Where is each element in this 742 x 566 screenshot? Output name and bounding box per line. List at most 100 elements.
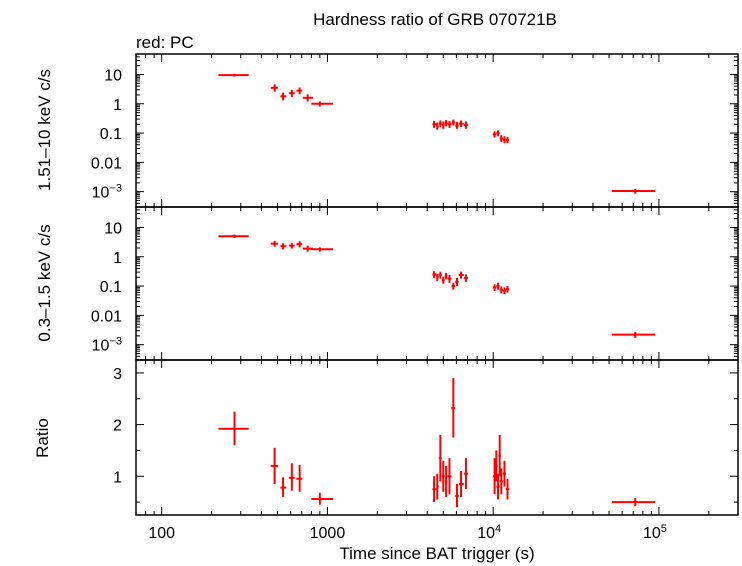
data-point xyxy=(441,460,445,492)
y-tick-label: 1 xyxy=(113,250,122,267)
panel-middle-frame xyxy=(135,206,739,361)
data-point xyxy=(611,497,656,507)
x-tick-label: 100 xyxy=(148,525,175,542)
data-point xyxy=(270,240,279,247)
data-point xyxy=(444,272,448,280)
data-point xyxy=(458,271,464,279)
data-point xyxy=(494,450,498,482)
data-point xyxy=(288,89,295,98)
data-point xyxy=(441,121,445,129)
bottom-ticks: 3 2 1 xyxy=(113,360,739,515)
y-tick-label: 10−3 xyxy=(92,336,122,355)
y-tick-label: 0.01 xyxy=(91,308,122,325)
data-point xyxy=(438,120,442,128)
data-point xyxy=(280,243,287,250)
data-point xyxy=(499,468,503,495)
chart-title: Hardness ratio of GRB 070721B xyxy=(313,10,557,29)
top-data-points xyxy=(218,73,656,194)
data-point xyxy=(432,476,437,503)
data-point xyxy=(270,447,279,484)
data-point xyxy=(296,464,303,492)
data-point xyxy=(451,119,456,126)
middle-data-points xyxy=(218,234,656,338)
data-point xyxy=(311,492,333,505)
data-point xyxy=(218,73,249,77)
data-point xyxy=(496,473,500,500)
data-point xyxy=(458,471,464,497)
top-ticks: 10 1 0.1 0.01 10−3 xyxy=(91,53,739,208)
data-point xyxy=(438,434,442,482)
data-point xyxy=(436,273,439,281)
data-point xyxy=(447,274,452,283)
data-point xyxy=(280,477,287,497)
y-tick-label: 0.1 xyxy=(100,126,122,143)
data-point xyxy=(438,271,442,279)
data-point xyxy=(505,286,510,293)
data-point xyxy=(458,120,464,128)
x-axis-label: Time since BAT trigger (s) xyxy=(339,544,534,563)
y-tick-label: 10−3 xyxy=(92,183,122,202)
middle-ticks: 10 1 0.1 0.01 10−3 xyxy=(91,206,739,361)
y-tick-label: 0.1 xyxy=(100,279,122,296)
data-point xyxy=(502,287,506,295)
data-point xyxy=(288,242,295,249)
y-tick-label: 10 xyxy=(104,220,122,237)
data-point xyxy=(432,120,437,128)
x-tick-label: 104 xyxy=(477,523,501,542)
data-point xyxy=(432,271,437,278)
mode-label: red: PC xyxy=(136,33,194,52)
data-point xyxy=(447,120,452,128)
data-point xyxy=(436,122,439,130)
data-point xyxy=(492,131,497,138)
data-point xyxy=(463,458,469,490)
panel-top: 1.51–10 keV c/s 10 1 0.1 0.01 10−3 xyxy=(35,53,739,208)
data-point xyxy=(502,460,506,487)
y-tick-label: 2 xyxy=(113,418,122,435)
top-ylabel: 1.51–10 keV c/s xyxy=(35,69,54,191)
data-point xyxy=(436,473,439,500)
data-point xyxy=(498,434,502,477)
data-point xyxy=(496,130,500,137)
bottom-data-points xyxy=(218,378,656,508)
data-point xyxy=(296,87,303,95)
data-point xyxy=(455,277,459,287)
data-point xyxy=(447,458,452,495)
data-point xyxy=(611,188,656,194)
data-point xyxy=(451,282,456,290)
data-point xyxy=(441,276,445,284)
data-point xyxy=(502,136,506,144)
data-point xyxy=(451,378,456,438)
data-point xyxy=(505,478,510,500)
data-point xyxy=(499,286,503,294)
x-tick-label: 1000 xyxy=(310,525,346,542)
data-point xyxy=(302,94,314,102)
data-point xyxy=(311,247,333,252)
bottom-ylabel: Ratio xyxy=(33,418,52,458)
data-point xyxy=(455,484,459,508)
y-tick-label: 10 xyxy=(104,67,122,84)
data-point xyxy=(270,84,279,92)
data-point xyxy=(505,136,510,144)
data-point xyxy=(463,121,469,129)
data-point xyxy=(288,463,295,491)
x-tick-label: 105 xyxy=(643,523,667,542)
x-axis-ticks: 100 1000 104 105 xyxy=(148,523,667,542)
data-point xyxy=(218,411,249,446)
middle-ylabel: 0.3–1.5 keV c/s xyxy=(35,224,54,341)
data-point xyxy=(611,332,656,338)
data-point xyxy=(444,119,448,127)
y-tick-label: 1 xyxy=(113,97,122,114)
data-point xyxy=(463,274,469,282)
panel-bottom: Ratio 3 2 1 xyxy=(33,359,739,516)
y-tick-label: 0.01 xyxy=(91,155,122,172)
y-tick-label: 3 xyxy=(113,366,122,383)
data-point xyxy=(296,241,303,248)
data-point xyxy=(492,284,497,291)
panel-bottom-frame xyxy=(135,359,739,516)
data-point xyxy=(280,92,287,101)
data-point xyxy=(496,282,500,290)
y-tick-label: 1 xyxy=(113,469,122,486)
panel-middle: 0.3–1.5 keV c/s 10 1 0.1 0.01 10−3 xyxy=(35,206,739,361)
panel-top-frame xyxy=(135,53,739,208)
